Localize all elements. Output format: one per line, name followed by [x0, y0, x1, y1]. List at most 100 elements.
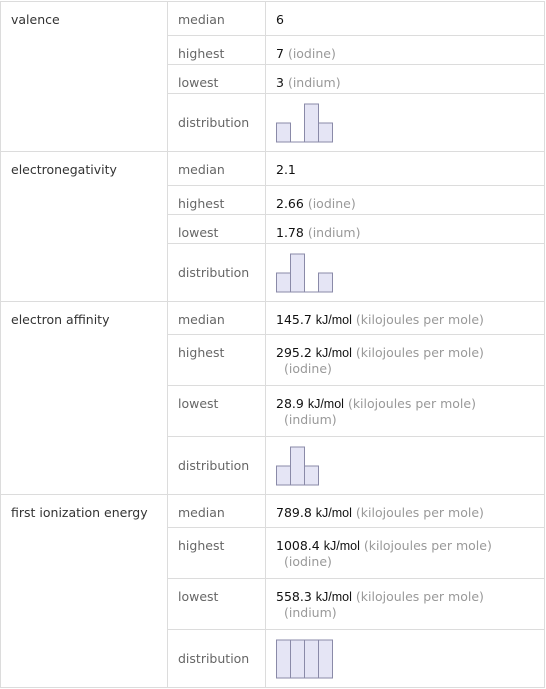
property-name: valence	[0, 1, 168, 152]
histogram	[276, 253, 333, 292]
table-row: valence median 6	[0, 1, 545, 152]
unit: kJ/mol	[315, 506, 352, 520]
table-row: lowest 3 (indium)	[1, 64, 545, 94]
stat-value-cell: 145.7 kJ/mol (kilojoules per mole)	[265, 301, 545, 335]
property-name: first ionization energy	[0, 494, 168, 688]
unit: kJ/mol	[315, 346, 352, 360]
distribution-cell	[265, 243, 545, 302]
unit: kJ/mol	[323, 539, 360, 553]
stat-value: 145.7	[276, 312, 312, 327]
note: (iodine)	[287, 46, 336, 61]
table-row: highest 295.2 kJ/mol (kilojoules per mole…	[1, 334, 545, 386]
stat-label: median	[167, 494, 266, 528]
stat-value-cell: 1008.4 kJ/mol (kilojoules per mole) (iodi…	[265, 527, 545, 579]
histogram-bar	[318, 272, 333, 292]
stat-value: 6	[276, 12, 284, 27]
stat-label: distribution	[167, 436, 266, 495]
stat-label: lowest	[167, 385, 266, 437]
histogram-bar	[276, 465, 291, 485]
note: (indium)	[307, 225, 361, 240]
stat-label: lowest	[167, 64, 266, 94]
note: (iodine)	[307, 196, 356, 211]
stat-value-cell: 2.1	[265, 151, 545, 186]
stat-value-cell: 1.78 (indium)	[265, 214, 545, 244]
stat-value: 2.66	[276, 196, 304, 211]
table-row: highest 7 (iodine)	[1, 35, 545, 65]
stat-value: 1.78	[276, 225, 304, 240]
histogram	[276, 639, 333, 678]
note: (indium)	[284, 605, 337, 620]
histogram-bar	[290, 446, 305, 485]
stat-label: highest	[167, 35, 266, 65]
stat-label: highest	[167, 334, 266, 386]
table-row: first ionization energy median 789.8 kJ/mo…	[0, 494, 545, 688]
note: (indium)	[287, 75, 341, 90]
stat-label: lowest	[167, 578, 266, 630]
stat-label: highest	[167, 527, 266, 579]
histogram	[276, 103, 333, 142]
stat-value-cell: 295.2 kJ/mol (kilojoules per mole) (iodin…	[265, 334, 545, 386]
stat-value-cell: 28.9 kJ/mol (kilojoules per mole) (indium…	[265, 385, 545, 437]
stat-value-cell: 789.8 kJ/mol (kilojoules per mole)	[265, 494, 545, 528]
table-row: electronegativity median 2.1	[0, 151, 545, 302]
unit: kJ/mol	[315, 590, 352, 604]
unit: kJ/mol	[315, 313, 352, 327]
stat-value: 3	[276, 75, 284, 90]
stat-value: 28.9	[276, 396, 304, 411]
property-name: electron affinity	[0, 301, 168, 495]
distribution-cell	[265, 93, 545, 152]
stat-label: median	[167, 1, 266, 36]
stat-label: highest	[167, 185, 266, 215]
stat-value-cell: 3 (indium)	[265, 64, 545, 94]
histogram-bar	[276, 272, 291, 292]
stat-value: 7	[276, 46, 284, 61]
note: (indium)	[284, 412, 337, 427]
table-row: lowest 28.9 kJ/mol (kilojoules per mole) (…	[1, 385, 545, 437]
stat-label: median	[167, 301, 266, 335]
table-row: distribution	[1, 436, 545, 495]
table-row: distribution	[1, 93, 545, 152]
stat-value: 295.2	[276, 345, 312, 360]
histogram-bar	[290, 253, 305, 292]
histogram-bar	[290, 639, 305, 678]
histogram-bar	[318, 639, 333, 678]
table-row: distribution	[1, 243, 545, 302]
note: (iodine)	[284, 361, 332, 376]
stat-value: 558.3	[276, 589, 312, 604]
unit-name: (kilojoules per mole)	[347, 396, 476, 411]
stat-label: distribution	[167, 93, 266, 152]
property-name: electronegativity	[0, 151, 168, 302]
stat-label: distribution	[167, 629, 266, 688]
histogram	[276, 446, 319, 485]
unit-name: (kilojoules per mole)	[355, 345, 484, 360]
unit: kJ/mol	[307, 397, 344, 411]
unit-name: (kilojoules per mole)	[355, 312, 484, 327]
unit-name: (kilojoules per mole)	[355, 589, 484, 604]
stat-label: distribution	[167, 243, 266, 302]
unit-name: (kilojoules per mole)	[355, 505, 484, 520]
histogram-bar	[304, 465, 319, 485]
table-row: distribution	[1, 629, 545, 688]
note: (iodine)	[284, 554, 332, 569]
table-row: electron affinity median 145.7 kJ/mol (kil…	[0, 301, 545, 495]
histogram-bar	[276, 639, 291, 678]
stat-value: 2.1	[276, 162, 296, 177]
stat-label: median	[167, 151, 266, 186]
stat-value-cell: 6	[265, 1, 545, 36]
histogram-bar	[318, 122, 333, 142]
stat-value-cell: 558.3 kJ/mol (kilojoules per mole) (indiu…	[265, 578, 545, 630]
histogram-bar	[304, 639, 319, 678]
stat-label: lowest	[167, 214, 266, 244]
distribution-cell	[265, 436, 545, 495]
histogram-bar	[304, 103, 319, 142]
stat-value: 789.8	[276, 505, 312, 520]
table-row: lowest 1.78 (indium)	[1, 214, 545, 244]
unit-name: (kilojoules per mole)	[363, 538, 492, 553]
distribution-cell	[265, 629, 545, 688]
histogram-bar	[276, 122, 291, 142]
stat-value-cell: 2.66 (iodine)	[265, 185, 545, 215]
table-row: highest 2.66 (iodine)	[1, 185, 545, 215]
